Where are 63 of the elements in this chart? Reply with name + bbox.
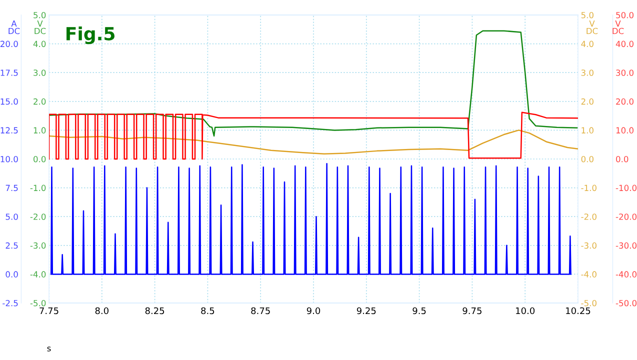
y-tick-label: 12.5 [0, 127, 18, 134]
y-tick-label: 10.0 [0, 156, 18, 162]
y2-tick-label: -40.0 [616, 271, 637, 278]
y2-axis-title: V DC [612, 20, 624, 34]
x-tick-label: 8.0 [95, 307, 108, 314]
line-series [50, 162, 572, 275]
y-tick-label: 2.5 [6, 242, 18, 249]
y-axis-title: A DC [8, 20, 20, 34]
y2-tick-label: -10.0 [616, 184, 637, 192]
y2-tick-label: 1.0 [34, 127, 46, 134]
y-tick-label: 0.0 [6, 271, 18, 278]
y2-tick-label: -4.0 [30, 271, 46, 278]
x-tick-label: 8.5 [201, 307, 214, 314]
x-tick-label: 10.0 [516, 307, 535, 314]
y-tick-label: -5.0 [581, 300, 596, 306]
y-tick-label: 2.0 [581, 98, 594, 105]
line-series [49, 112, 578, 160]
x-tick-label: 8.75 [251, 307, 270, 314]
x-axis-title: s [47, 346, 51, 352]
y-tick-label: 0.0 [581, 156, 594, 162]
y2-tick-label: 10.0 [616, 127, 634, 134]
x-tick-label: 10.25 [566, 307, 590, 314]
x-tick-label: 9.75 [462, 307, 482, 314]
y-axis-title: V DC [586, 20, 598, 34]
y-tick-label: -1.0 [581, 184, 596, 192]
y-tick-label: 5.0 [6, 214, 18, 220]
x-tick-label: 9.0 [306, 307, 320, 314]
y2-tick-label: 0.0 [34, 156, 46, 162]
y-tick-label: -2.0 [581, 214, 596, 220]
x-tick-label: 8.25 [145, 307, 164, 314]
text: Fig.5 [66, 26, 114, 44]
y2-tick-label: 40.0 [616, 40, 634, 48]
y-tick-label: 17.5 [0, 70, 18, 76]
y2-tick-label: 0.0 [616, 156, 628, 162]
x-tick-label: 9.25 [356, 307, 376, 314]
y2-tick-label: -50.0 [616, 300, 637, 306]
y2-tick-label: -5.0 [30, 300, 46, 306]
y2-tick-label: -30.0 [616, 242, 637, 249]
y-tick-label: -3.0 [581, 242, 596, 249]
y2-tick-label: -20.0 [616, 214, 637, 220]
y2-tick-label: -3.0 [30, 242, 46, 249]
y2-tick-label: -2.0 [30, 214, 46, 220]
y-tick-label: -2.5 [2, 300, 18, 306]
y2-tick-label: 30.0 [616, 70, 634, 76]
y2-tick-label: -1.0 [30, 184, 46, 192]
y-tick-label: 20.0 [0, 40, 18, 48]
y-tick-label: 4.0 [581, 40, 594, 48]
y2-tick-label: 20.0 [616, 98, 634, 105]
line-series [49, 130, 578, 154]
y-tick-label: 5.0 [581, 12, 594, 18]
y2-tick-label: 3.0 [34, 70, 46, 76]
y-tick-label: 15.0 [0, 98, 18, 105]
y2-tick-label: 5.0 [34, 12, 46, 18]
y-tick-label: 3.0 [581, 70, 594, 76]
y-tick-label: 7.5 [6, 184, 18, 192]
x-tick-label: 9.5 [412, 307, 426, 314]
y2-tick-label: 50.0 [616, 12, 634, 18]
y2-tick-label: 2.0 [34, 98, 46, 105]
y-tick-label: -4.0 [581, 271, 596, 278]
y-tick-label: 1.0 [582, 127, 594, 134]
y2-tick-label: 4.0 [33, 40, 46, 48]
y2-axis-title: V DC [34, 20, 46, 34]
x-tick-label: 7.75 [40, 307, 58, 314]
